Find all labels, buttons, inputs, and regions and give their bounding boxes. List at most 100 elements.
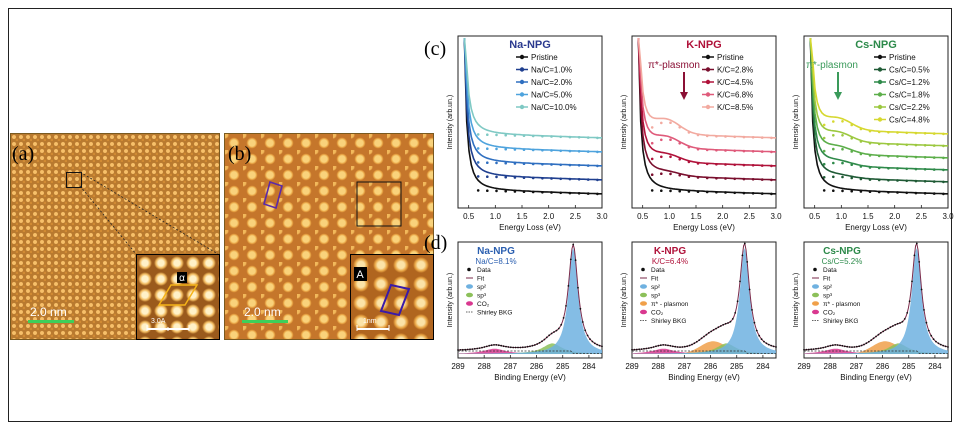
series-point [877,166,881,170]
series-point [859,177,863,181]
data-point [920,288,923,291]
chart-title: Na-NPG [509,39,551,51]
inset-label-b: A [356,269,364,281]
series-point [513,176,517,179]
series-point [522,176,526,179]
shirley-bkg-line [804,350,948,354]
data-point [731,318,734,320]
data-point [719,325,722,327]
legend-marker [705,79,711,85]
x-tick-label: 1.5 [862,212,874,221]
y-axis-label: Intensity (arb.un.) [793,273,800,327]
series-point [822,149,826,153]
series-point [531,134,535,138]
series-point [887,179,890,182]
series-point [822,123,826,127]
data-point [906,312,909,314]
series-point [541,149,544,152]
chart-subtitle: Cs/C=5.2% [822,257,863,266]
series-point [724,135,727,138]
legend-marker [877,104,883,110]
legend-label: K/C=2.8% [717,66,753,75]
series-point [832,161,835,165]
data-point [870,339,873,341]
data-point [755,329,758,332]
series-point [559,177,562,181]
series-point [495,133,498,137]
legend-label: Fit [823,276,830,283]
x-tick-label: 3.0 [770,212,782,221]
series-point [660,121,663,125]
x-tick-label: 285 [730,362,744,371]
series-point [495,147,498,151]
sp2-area [632,248,776,354]
x-tick-label: 287 [850,362,864,371]
series-point [550,177,553,180]
series-point [568,191,572,195]
x-tick-label: 285 [902,362,916,371]
series-point [841,189,844,193]
legend-label: π* - plasmon [651,301,689,308]
series-point [550,163,553,166]
series-point [486,161,489,164]
series-point [586,136,590,139]
legend-label: Pristine [717,53,744,62]
x-tick-label: 289 [625,362,639,371]
legend-marker [467,267,471,272]
series-point [550,191,553,194]
legend-marker [519,92,525,97]
panel-label-d: (d) [424,232,448,254]
series-point [822,176,826,179]
data-point [543,338,546,341]
data-point [819,347,822,349]
legend-label: Na/C=5.0% [531,91,572,100]
data-point [734,312,737,314]
panel-label-b: (b) [228,143,252,165]
series-point [923,144,927,147]
data-point [555,329,558,332]
series-point [742,149,746,153]
data-point [863,343,865,346]
series-point [504,147,508,151]
x-tick-label: 0.5 [463,212,475,221]
series-point [770,150,773,154]
series-point [504,161,508,165]
series-point [513,190,517,193]
data-point [593,342,596,345]
legend-marker [877,92,883,97]
data-point [536,343,539,345]
data-point [683,345,686,348]
series-point [914,155,918,159]
series-point [577,178,581,181]
legend-label: Fit [477,276,484,283]
data-point [541,340,543,343]
legend-label: Na/C=10.0% [531,103,577,112]
scalebar-label-b: 2.0 nm [244,305,281,319]
eels-chart-2: K-NPG Intensity (arb.un.) Energy Loss (eV)… [621,35,782,232]
data-point [669,344,672,347]
series-point [650,189,654,192]
plasmon-area [632,341,776,354]
series-point [841,161,844,165]
data-point [822,346,825,349]
legend-label: sp³ [651,293,661,300]
series-point [832,134,835,137]
series-point [577,136,581,139]
x-tick-label: 1.0 [490,212,502,221]
series-point [914,179,918,183]
series-point [531,162,535,166]
inset-scalebar-b: 1nm [363,318,377,325]
legend-label: Data [477,267,491,274]
series-point [877,130,881,134]
series-point [669,172,672,176]
data-point [674,345,677,348]
data-point [509,346,512,349]
series-point [887,131,890,134]
data-point [712,329,715,331]
series-point [541,191,544,194]
series-point [495,161,498,165]
series-point [486,133,489,136]
data-point [836,344,839,346]
series-point [541,135,544,138]
